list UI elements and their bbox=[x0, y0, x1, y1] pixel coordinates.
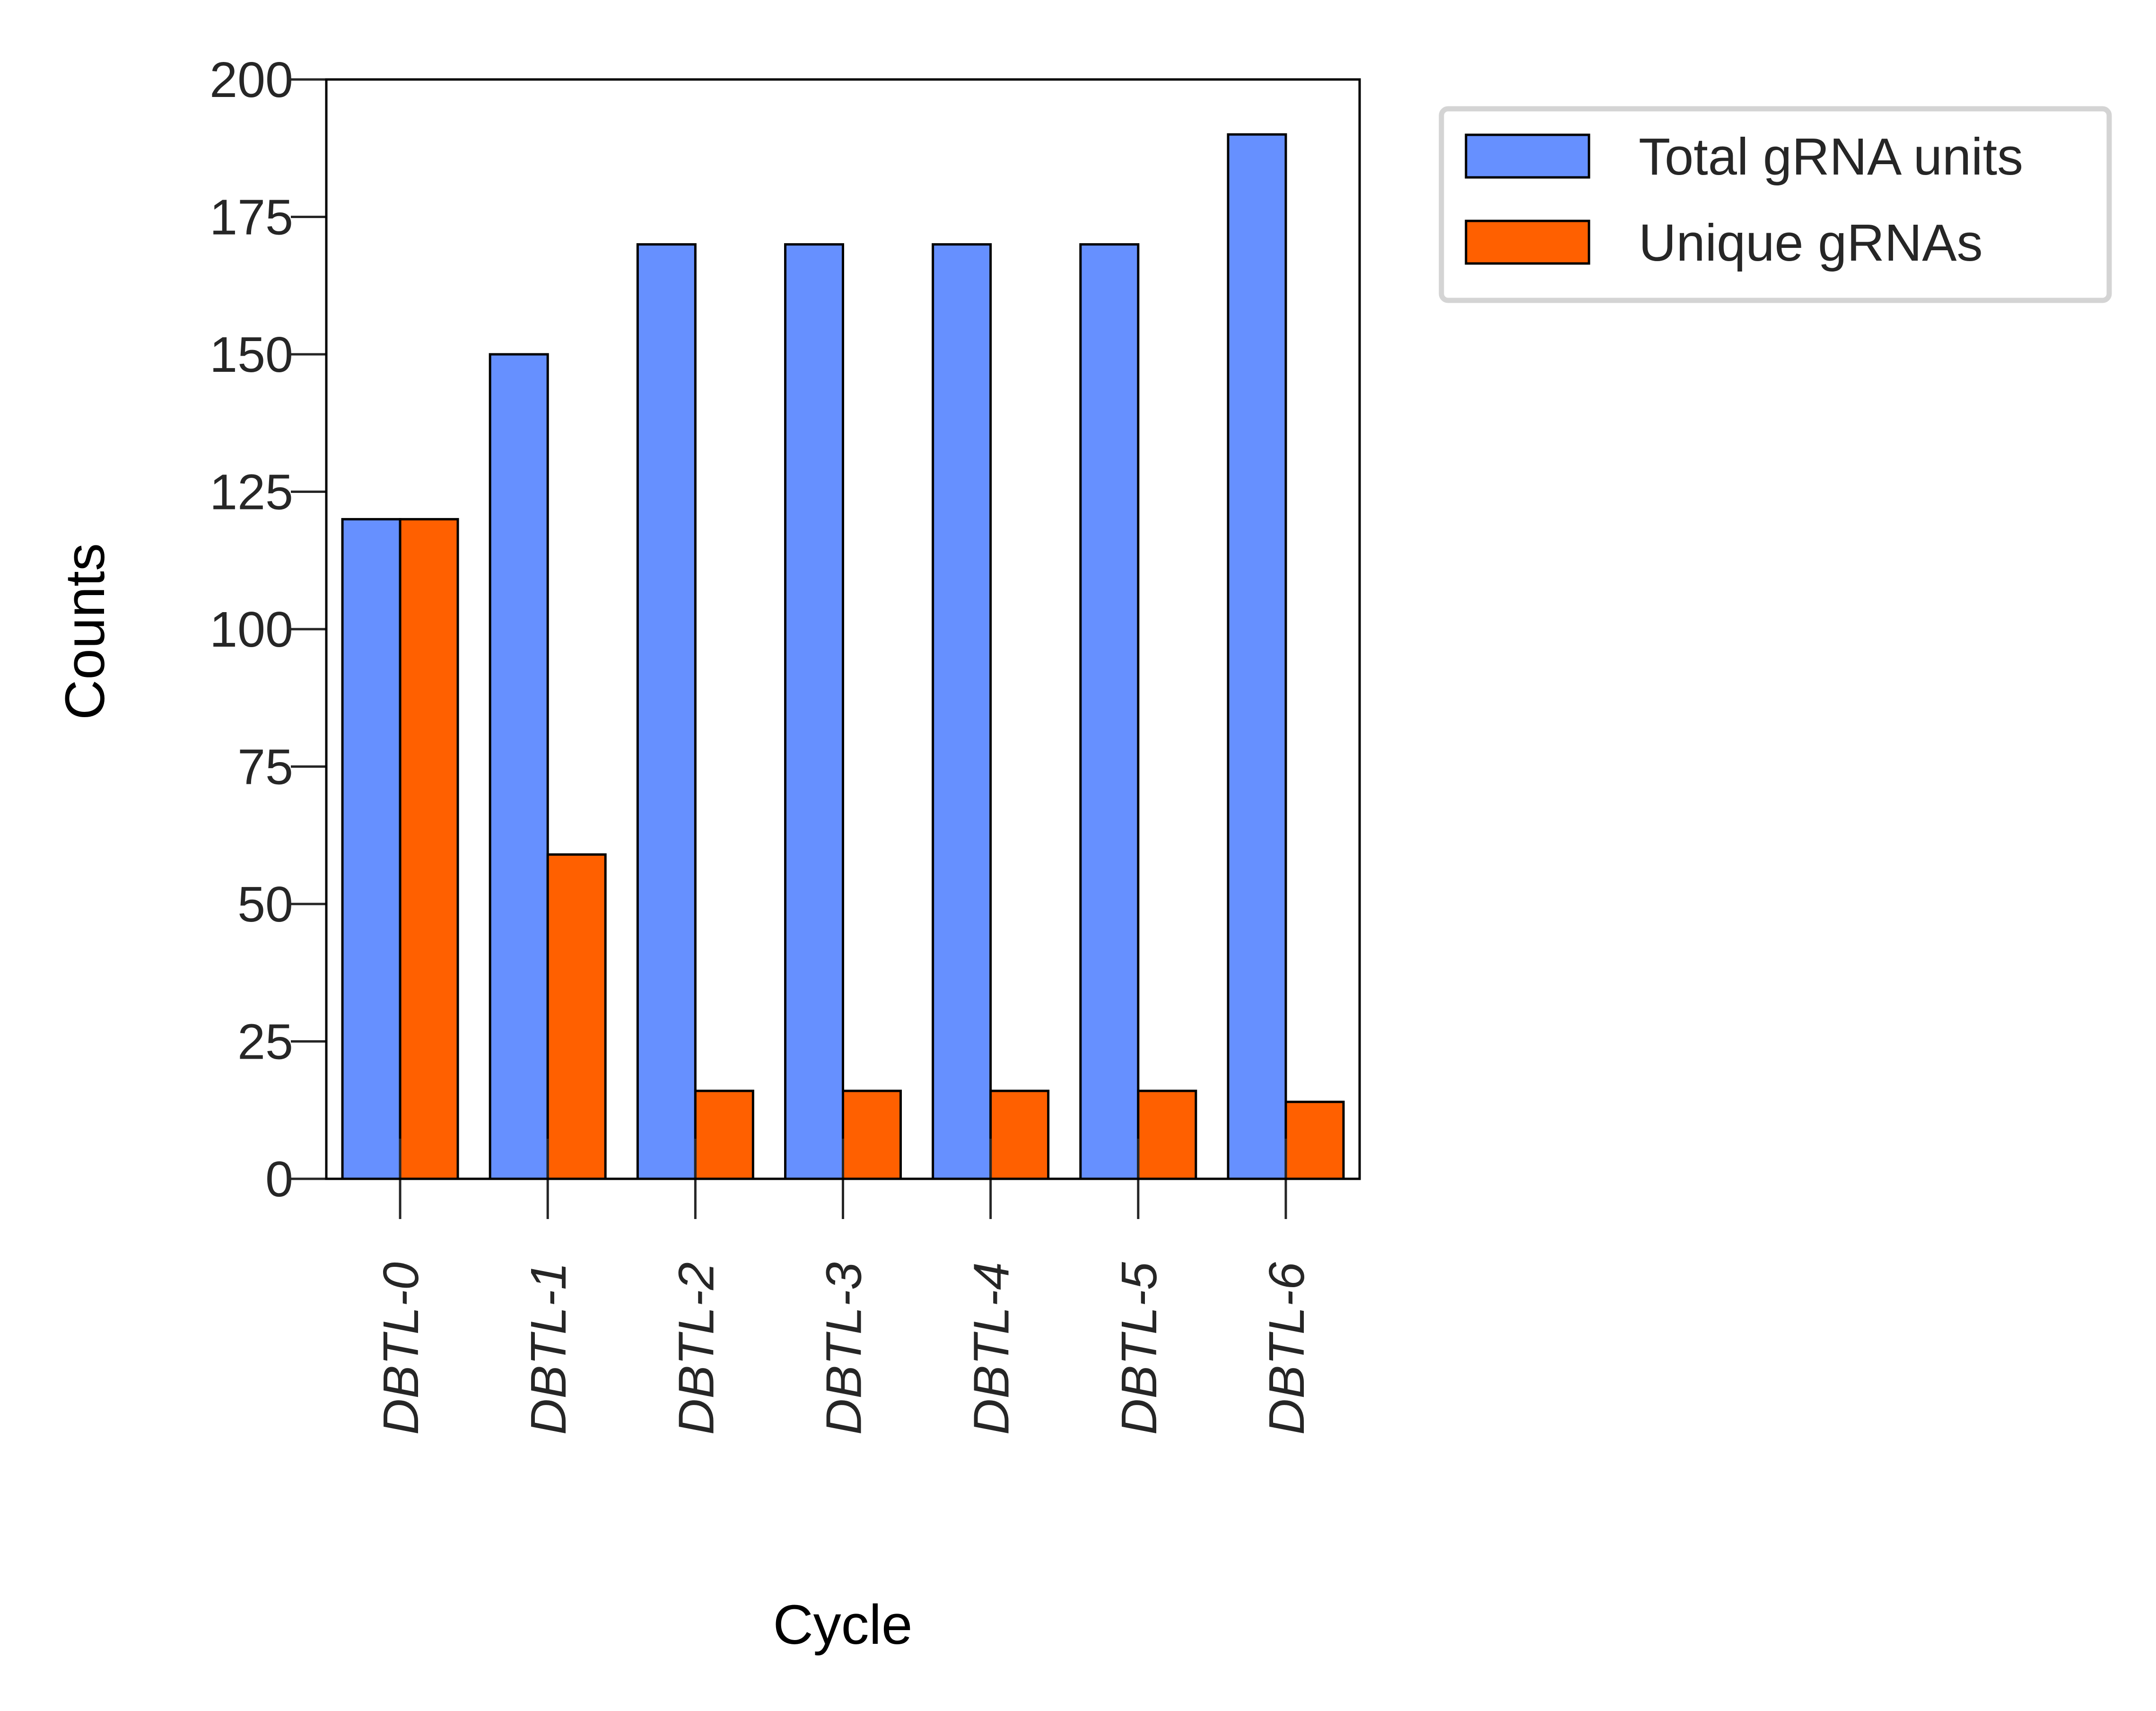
bars-layer bbox=[341, 133, 1345, 1180]
x-tick-label: DBTL-2 bbox=[668, 1262, 724, 1435]
plot-frame bbox=[325, 78, 1361, 1180]
bar-total-dbtl-6 bbox=[1227, 133, 1287, 1180]
bar-unique-dbtl-0 bbox=[399, 518, 459, 1180]
x-axis: DBTL-0 DBTL-1 DBTL-2 DBTL-3 DBTL-4 DBTL-5 DBTL… bbox=[373, 1139, 1315, 1435]
bar-unique-dbtl-3 bbox=[842, 1089, 902, 1180]
bar-total-dbtl-4 bbox=[932, 243, 992, 1180]
x-tick-label: DBTL-0 bbox=[373, 1262, 429, 1435]
bar-total-dbtl-2 bbox=[636, 243, 697, 1180]
x-tick-label: DBTL-3 bbox=[816, 1262, 872, 1435]
x-axis-title: Cycle bbox=[773, 1594, 912, 1656]
legend-label-total: Total gRNA units bbox=[1639, 128, 2023, 186]
y-tick-label: 0 bbox=[265, 1151, 293, 1207]
y-tick-label: 50 bbox=[237, 877, 293, 932]
legend-frame bbox=[1439, 106, 2112, 303]
x-tick-label: DBTL-1 bbox=[521, 1262, 576, 1435]
y-tick-label: 150 bbox=[209, 327, 293, 383]
x-tick-label: DBTL-5 bbox=[1111, 1262, 1167, 1435]
bar-unique-dbtl-6 bbox=[1284, 1100, 1345, 1180]
bar-unique-dbtl-1 bbox=[546, 853, 607, 1180]
bar-unique-dbtl-4 bbox=[989, 1089, 1050, 1180]
x-tick-label: DBTL-6 bbox=[1259, 1262, 1315, 1435]
bar-total-dbtl-0 bbox=[341, 518, 402, 1180]
y-tick-label: 100 bbox=[209, 602, 293, 658]
y-tick-label: 175 bbox=[209, 190, 293, 246]
bar-unique-dbtl-5 bbox=[1137, 1089, 1197, 1180]
y-tick-label: 200 bbox=[209, 52, 293, 108]
y-tick-label: 75 bbox=[237, 739, 293, 795]
x-tick-label: DBTL-4 bbox=[964, 1262, 1020, 1435]
bar-unique-dbtl-2 bbox=[694, 1089, 754, 1180]
bar-total-dbtl-1 bbox=[489, 353, 549, 1180]
y-axis-title: Counts bbox=[54, 543, 116, 720]
y-tick-label: 125 bbox=[209, 465, 293, 520]
y-tick-label: 25 bbox=[237, 1014, 293, 1070]
bar-total-dbtl-3 bbox=[784, 243, 844, 1180]
y-axis: 0 25 50 75 100 125 150 175 200 bbox=[209, 52, 326, 1207]
legend-label-unique: Unique gRNAs bbox=[1639, 214, 1983, 272]
legend: Total gRNA units Unique gRNAs bbox=[1439, 106, 2112, 303]
bar-total-dbtl-5 bbox=[1079, 243, 1140, 1180]
legend-swatch-unique bbox=[1465, 219, 1590, 265]
legend-swatch-total bbox=[1465, 133, 1590, 179]
